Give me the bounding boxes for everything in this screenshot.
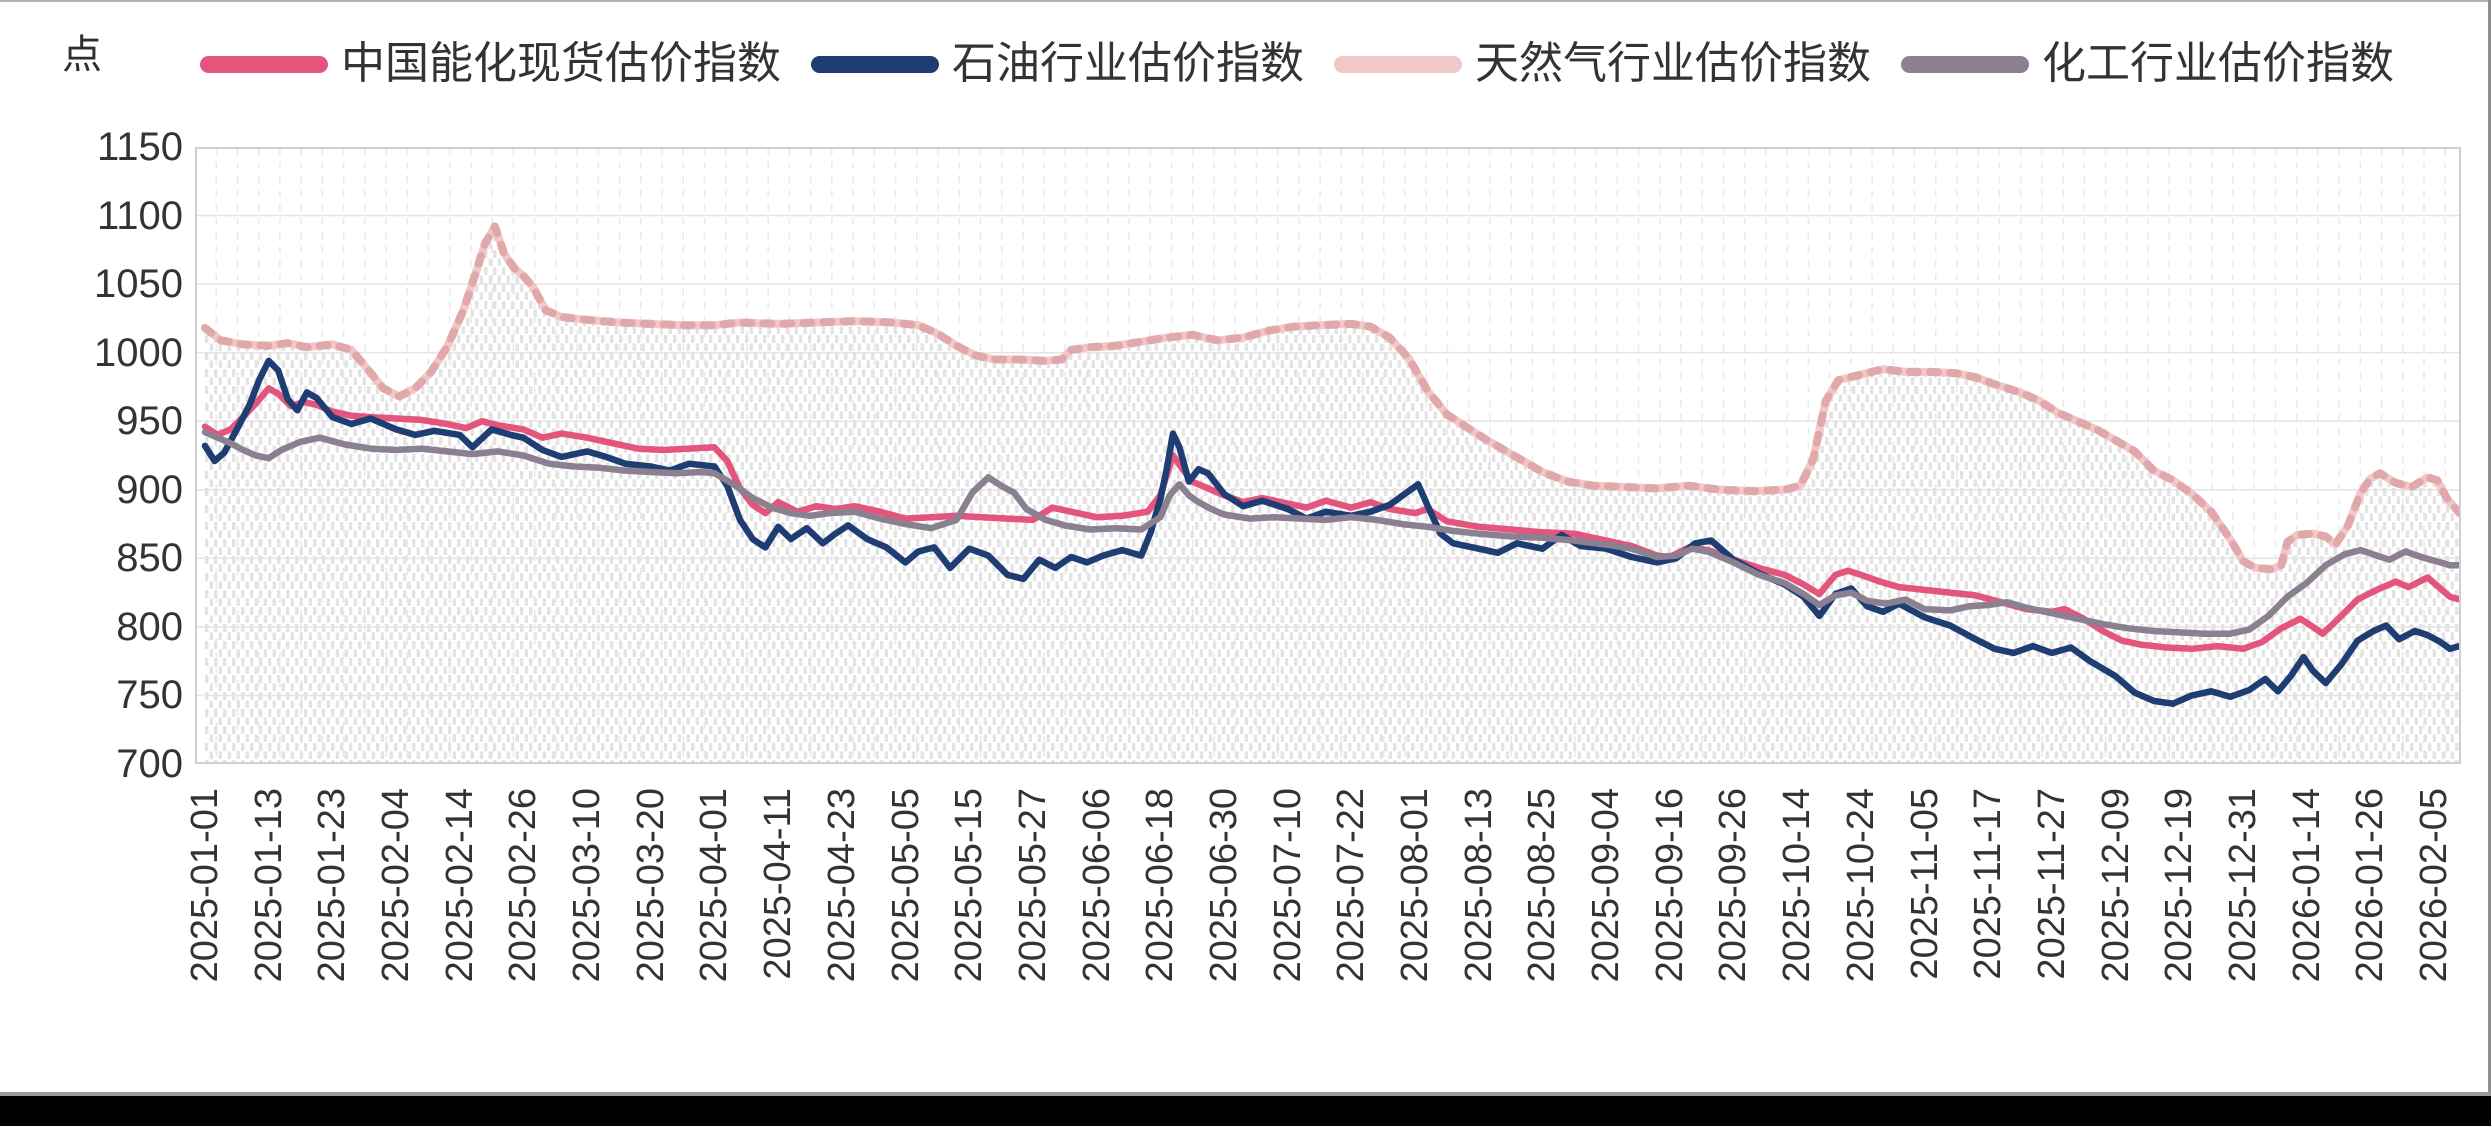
y-axis-label: 850 [116,536,183,581]
y-axis-unit-label: 点 [62,33,102,77]
x-axis-label: 2025-06-30 [1202,788,1245,983]
x-axis-label: 2025-02-14 [438,788,481,983]
x-axis-label: 2025-07-22 [1330,788,1373,983]
x-axis-label: 2025-04-23 [820,788,863,983]
x-axis-label: 2026-02-05 [2413,788,2455,983]
y-axis-label: 1100 [96,193,183,238]
x-axis-label: 2025-10-14 [1776,788,1819,983]
x-axis-label: 2025-12-31 [2221,788,2264,983]
window-bottom-divider [0,1092,2491,1096]
y-axis-label: 1150 [96,125,183,169]
legend-swatch-icon [1901,55,2029,73]
x-axis-label: 2025-04-11 [757,788,800,980]
series-line-petroleum [201,357,2463,707]
legend-swatch-icon [811,55,939,73]
x-axis-label: 2025-11-05 [1903,788,1946,980]
x-axis-label: 2025-06-06 [1075,788,1118,983]
x-axis-label: 2025-01-01 [184,788,226,983]
x-axis-label: 2025-08-01 [1394,788,1437,983]
x-axis-label: 2025-03-10 [566,788,609,983]
x-axis-label: 2025-11-17 [1967,788,2010,980]
x-axis-label: 2025-02-04 [375,788,418,983]
x-axis-label: 2025-01-23 [311,788,354,983]
legend-swatch-icon [200,55,328,73]
x-axis-label: 2025-12-19 [2158,788,2201,983]
x-axis-label: 2026-01-26 [2349,788,2392,983]
chart-plot-area [195,147,2464,769]
x-axis-label: 2026-01-14 [2285,788,2328,983]
x-axis-label: 2025-03-20 [629,788,672,983]
window-bottom-band [0,1096,2491,1126]
series-area-gas [205,226,2460,764]
series-line-gas-decal-overlay [201,222,2464,574]
x-axis-label: 2025-09-26 [1712,788,1755,983]
legend-item-4[interactable]: 化工行业估价指数 [1901,42,2394,86]
legend-swatch-icon [1334,55,1462,73]
series-line-chemical [201,428,2463,637]
y-axis-label: 900 [116,467,183,512]
legend-item-2[interactable]: 石油行业估价指数 [811,42,1304,86]
legend-item-1[interactable]: 中国能化现货估价指数 [200,42,781,86]
x-axis-label: 2025-10-24 [1839,788,1882,983]
y-axis-label: 1050 [94,262,183,307]
plot-border [195,147,2461,764]
x-axis-label: 2025-05-05 [884,788,927,983]
x-axis-label: 2025-05-27 [1011,788,1054,983]
legend-item-label: 中国能化现货估价指数 [341,39,781,88]
y-axis-label: 750 [116,673,183,718]
x-axis-label: 2025-09-16 [1648,788,1691,983]
legend: 中国能化现货估价指数 石油行业估价指数 天然气行业估价指数 化工行业估价指数 [200,42,2394,86]
legend-item-label: 化工行业估价指数 [2042,39,2394,88]
x-axis-label: 2025-09-04 [1585,788,1628,983]
legend-item-label: 天然气行业估价指数 [1475,39,1871,88]
x-axis-label: 2025-08-25 [1521,788,1564,983]
x-axis-label: 2025-05-15 [948,788,991,983]
x-axis-label: 2025-11-27 [2030,788,2073,980]
window-right-edge [2488,0,2491,1126]
x-axis-label: 2025-04-01 [693,788,736,983]
x-axis-label: 2025-06-18 [1139,788,1182,983]
chart-canvas [195,147,2464,764]
x-axis-label: 2025-02-26 [502,788,545,983]
x-axis-label: 2025-12-09 [2094,788,2137,983]
legend-item-3[interactable]: 天然气行业估价指数 [1334,42,1871,86]
series-line-china-energy [201,385,2463,653]
y-axis-label: 950 [116,399,183,444]
legend-item-label: 石油行业估价指数 [952,39,1304,88]
y-axis-label: 700 [116,742,183,786]
y-axis-label: 1000 [94,330,183,375]
x-axis-label: 2025-01-13 [247,788,290,983]
x-axis-label: 2025-07-10 [1266,788,1309,983]
x-axis-label: 2025-08-13 [1457,788,1500,983]
y-axis-label: 800 [116,604,183,649]
window-top-edge [0,0,2491,2]
